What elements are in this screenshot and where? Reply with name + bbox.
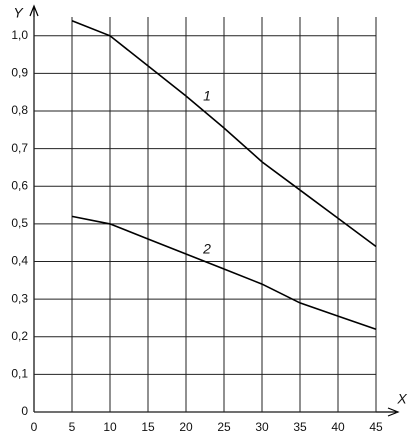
x-tick-label: 45 [369,420,383,434]
x-tick-label: 0 [31,420,38,434]
y-tick-label: 1,0 [11,28,28,42]
series-label: 2 [202,241,211,257]
x-axis-label: X [396,391,407,407]
y-tick-label: 0,7 [11,141,28,155]
series-label: 1 [203,88,211,104]
y-tick-label: 0,9 [11,66,28,80]
y-tick-label: 0,1 [11,367,28,381]
x-arrow [387,407,400,417]
x-tick-label: 35 [293,420,307,434]
series-line [71,20,377,248]
y-axis-label: Y [13,5,24,21]
y-tick-label: 0,4 [11,254,28,268]
y-tick-label: 0,2 [11,329,28,343]
y-tick-label: 0,6 [11,178,28,192]
y-arrow [29,4,39,17]
x-tick-label: 5 [69,420,76,434]
x-tick-label: 15 [141,420,155,434]
x-tick-label: 40 [331,420,345,434]
series-line [71,215,377,330]
x-tick-label: 10 [103,420,117,434]
y-tick-label: 0,8 [11,103,28,117]
y-tick-label: 0 [21,404,28,418]
y-tick-label: 0,3 [11,291,28,305]
x-tick-label: 20 [179,420,193,434]
x-tick-label: 30 [255,420,269,434]
x-tick-label: 25 [217,420,231,434]
y-tick-label: 0,5 [11,216,28,230]
